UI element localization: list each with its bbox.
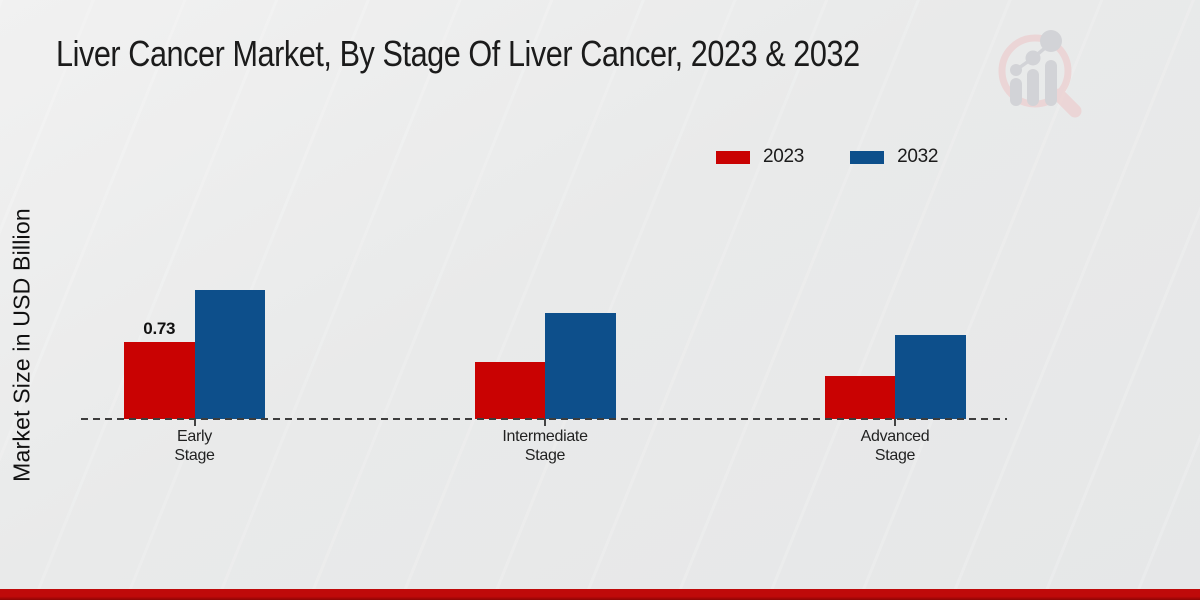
- legend-swatch-2023: [716, 150, 750, 164]
- category-label-early-stage: Early Stage: [174, 428, 215, 464]
- chart-title: Liver Cancer Market, By Stage Of Liver C…: [56, 33, 860, 74]
- x-axis-tick-intermediate-stage: [544, 419, 546, 426]
- bar-short-icon: [1010, 78, 1022, 106]
- trend-dot-medium-icon: [1025, 50, 1041, 66]
- legend-label-2023: 2023: [763, 146, 805, 167]
- trend-dot-small-icon: [1010, 64, 1022, 76]
- legend-item-2023: 2023: [716, 146, 804, 168]
- bar-2023-advanced-stage: [824, 376, 895, 419]
- bar-2032-intermediate-stage: [545, 313, 616, 419]
- bar-2023-intermediate-stage: [474, 362, 545, 419]
- category-label-intermediate-stage: Intermediate Stage: [502, 428, 588, 464]
- logo-graphic: [998, 30, 1082, 118]
- magnifier-growth-chart-logo: [990, 28, 1086, 120]
- bar-tall-icon: [1045, 60, 1057, 106]
- legend-swatch-2032: [850, 150, 885, 164]
- legend-item-2032: 2032: [850, 146, 938, 168]
- bar-2032-advanced-stage: [895, 335, 966, 419]
- x-axis-tick-early-stage: [193, 419, 196, 426]
- bar-2032-early-stage: [194, 290, 265, 419]
- legend-label-2032: 2032: [897, 146, 939, 167]
- footer-accent-bar: [0, 589, 1200, 600]
- trend-dot-large-icon: [1040, 30, 1062, 52]
- magnifier-handle-icon: [1052, 88, 1082, 118]
- category-label-advanced-stage: Advanced Stage: [860, 428, 930, 464]
- bar-value-label-2023-early-stage: 0.73: [143, 319, 176, 338]
- x-axis-tick-advanced-stage: [894, 419, 896, 426]
- bar-2023-early-stage: [124, 342, 195, 419]
- bar-medium-icon: [1027, 69, 1039, 106]
- legend: 2023 2032: [716, 146, 938, 168]
